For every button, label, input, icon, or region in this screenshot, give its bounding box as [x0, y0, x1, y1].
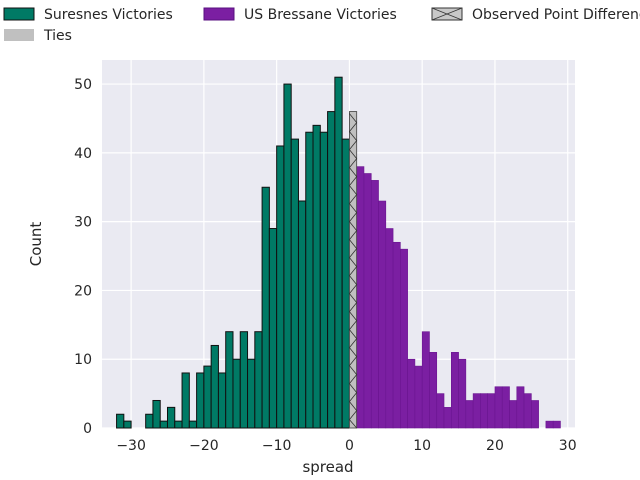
suresnes-bar	[145, 413, 154, 429]
x-tick-label: −30	[116, 438, 146, 454]
bressane-bar	[480, 393, 488, 429]
suresnes-bar	[290, 138, 299, 429]
bressane-bar	[385, 228, 394, 429]
y-tick-label: 50	[74, 77, 92, 93]
ties-bar	[349, 111, 357, 429]
bressane-bar	[421, 331, 430, 429]
suresnes-bar	[334, 76, 343, 429]
bressane-bar	[407, 358, 416, 429]
suresnes-bar	[312, 124, 321, 429]
bressane-bar	[429, 352, 438, 429]
suresnes-bar	[225, 331, 234, 429]
suresnes-bar	[297, 200, 307, 429]
bressane-bar	[458, 358, 467, 429]
suresnes-bar	[268, 228, 278, 429]
bressane-bar	[516, 386, 525, 429]
legend-item-observed: Observed Point Difference	[431, 7, 640, 23]
observed-bar-outline	[349, 111, 358, 429]
legend-item-bressane: US Bressane Victories	[203, 7, 397, 23]
suresnes-bar	[174, 420, 183, 429]
legend-label: Ties	[43, 28, 72, 44]
y-tick-label: 40	[74, 146, 92, 162]
legend: Suresnes Victories US Bressane Victories O…	[3, 7, 640, 44]
x-tick-label: 0	[345, 438, 354, 454]
x-tick-label: −10	[262, 438, 292, 454]
suresnes-bar	[159, 420, 168, 429]
legend-item-suresnes: Suresnes Victories	[3, 7, 173, 23]
bressane-bar	[531, 400, 539, 429]
bressane-bar	[356, 166, 365, 429]
bressane-bar	[465, 400, 474, 429]
suresnes-bar	[327, 111, 336, 429]
suresnes-bar	[254, 331, 263, 429]
legend-swatch	[3, 7, 35, 21]
bressane-bar	[443, 407, 452, 429]
x-tick-label: 10	[413, 438, 431, 454]
suresnes-bar	[196, 372, 205, 429]
bressane-bar	[414, 365, 423, 429]
suresnes-bar	[123, 420, 132, 429]
bressane-bar	[450, 352, 459, 429]
suresnes-bar	[276, 145, 285, 429]
bressane-bar	[472, 393, 481, 429]
bars-group	[116, 76, 561, 429]
suresnes-bar	[188, 420, 198, 429]
suresnes-bar	[261, 186, 270, 429]
bressane-bar	[363, 173, 372, 429]
x-axis-label: spread	[302, 458, 353, 476]
observed-hatch	[348, 113, 358, 429]
y-tick-label: 0	[83, 421, 92, 437]
bressane-bar	[501, 386, 510, 429]
suresnes-bar	[341, 138, 350, 429]
bressane-bar	[436, 393, 445, 429]
suresnes-bar	[247, 358, 256, 429]
x-axis-ticks: −30 −20 −10 0 10 20 30	[116, 438, 576, 454]
legend-item-ties: Ties	[4, 28, 72, 44]
y-tick-label: 30	[74, 215, 92, 231]
x-tick-label: 30	[559, 438, 577, 454]
bressane-bar	[545, 420, 554, 429]
x-tick-label: −20	[189, 438, 219, 454]
legend-label: Suresnes Victories	[44, 7, 173, 23]
suresnes-bar	[232, 358, 241, 429]
bressane-bar	[487, 393, 496, 429]
legend-hatch	[431, 7, 463, 21]
bressane-bar	[370, 180, 379, 429]
suresnes-bar	[116, 413, 125, 429]
y-axis-label: Count	[27, 222, 45, 267]
suresnes-bar	[152, 399, 161, 429]
suresnes-bar	[210, 344, 219, 429]
suresnes-bar	[166, 406, 176, 429]
legend-label: US Bressane Victories	[244, 7, 397, 23]
bressane-bar	[378, 200, 387, 429]
suresnes-bar	[239, 331, 249, 429]
bressane-bar	[509, 400, 518, 429]
suresnes-bar	[283, 83, 292, 429]
legend-swatch	[203, 7, 235, 21]
suresnes-bar	[203, 365, 212, 429]
y-tick-label: 20	[74, 283, 92, 299]
bressane-bar	[523, 393, 532, 429]
bressane-bar	[494, 386, 503, 429]
bressane-bar	[552, 420, 561, 429]
y-tick-label: 10	[74, 352, 92, 368]
legend-label: Observed Point Difference	[472, 7, 640, 23]
legend-swatch	[4, 29, 34, 41]
observed-point-difference-bar	[348, 111, 358, 429]
suresnes-bar	[305, 131, 314, 429]
suresnes-bar	[319, 131, 329, 429]
bressane-bar	[392, 241, 401, 429]
suresnes-bar	[181, 372, 190, 429]
x-tick-label: 20	[486, 438, 504, 454]
bressane-bar	[400, 248, 408, 429]
suresnes-bar	[217, 372, 227, 429]
y-axis-ticks: 0 10 20 30 40 50	[74, 77, 92, 437]
